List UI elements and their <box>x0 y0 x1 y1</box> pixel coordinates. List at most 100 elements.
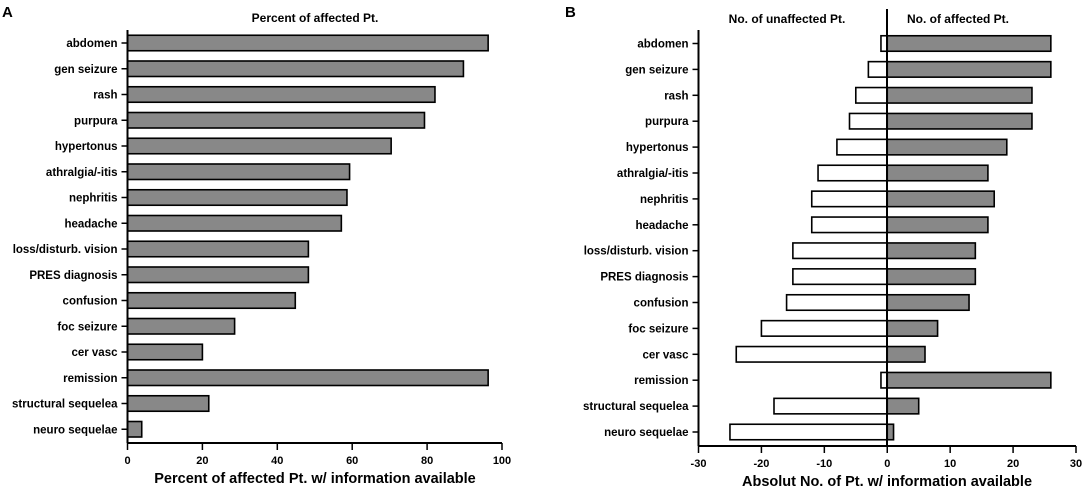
bar-a-rash <box>126 85 436 104</box>
x-tick-label-b-2: -10 <box>816 458 832 470</box>
category-label-a-headache: headache <box>64 218 117 230</box>
category-label-b-remission: remission <box>634 375 688 387</box>
bar-b-unaffected-purpura <box>848 112 889 130</box>
bar-b-affected-loss-disturb-vision <box>886 242 977 260</box>
bar-a-hypertonus <box>126 137 392 155</box>
panel-a-label: A <box>2 4 13 21</box>
panel-a: A Percent of affected Pt. abdomen gen sei… <box>2 4 511 487</box>
bar-a-neuro-sequelae <box>126 420 143 438</box>
x-tick-label-a-1: 20 <box>196 455 208 467</box>
bar-b-affected-athralgia-itis <box>886 164 989 182</box>
bar-a-loss-disturb-vision <box>126 240 310 258</box>
category-label-b-gen-seizure: gen seizure <box>625 64 688 76</box>
category-label-a-gen-seizure: gen seizure <box>54 64 117 76</box>
category-label-b-headache: headache <box>635 220 688 232</box>
category-label-b-loss-disturb-vision: loss/disturb. vision <box>584 246 689 258</box>
x-tick-label-b-1: -20 <box>753 458 769 470</box>
category-label-a-nephritis: nephritis <box>69 193 118 205</box>
category-label-a-structural-sequelea: structural sequelea <box>12 399 118 411</box>
category-label-a-hypertonus: hypertonus <box>55 141 118 153</box>
bar-b-affected-hypertonus <box>886 138 1008 156</box>
category-label-a-athralgia-itis: athralgia/-itis <box>46 167 118 179</box>
category-label-a-purpura: purpura <box>74 115 118 127</box>
x-tick-label-a-0: 0 <box>124 455 130 467</box>
category-label-b-athralgia-itis: athralgia/-itis <box>617 168 689 180</box>
bar-b-unaffected-foc-seizure <box>760 319 889 337</box>
bar-a-purpura <box>126 111 426 129</box>
bar-b-unaffected-athralgia-itis <box>817 164 889 182</box>
category-label-a-neuro-sequelae: neuro sequelae <box>33 424 117 436</box>
x-tick-label-b-6: 30 <box>1070 458 1082 470</box>
category-label-b-nephritis: nephritis <box>640 194 689 206</box>
panel-b-x-label: Absolut No. of Pt. w/ information availa… <box>742 474 1032 490</box>
category-label-b-purpura: purpura <box>645 116 689 128</box>
category-label-a-loss-disturb-vision: loss/disturb. vision <box>13 244 118 256</box>
bar-b-unaffected-headache <box>810 216 889 234</box>
bar-b-unaffected-cer-vasc <box>735 345 889 363</box>
bar-b-affected-pres-diagnosis <box>886 268 977 286</box>
panel-a-x-ticks: 0 20 40 60 80 100 <box>124 443 511 467</box>
panel-b-title-left: No. of unaffected Pt. <box>729 12 846 26</box>
bar-b-affected-structural-sequelea <box>886 397 920 415</box>
category-label-a-cer-vasc: cer vasc <box>71 347 118 359</box>
x-tick-label-b-0: -30 <box>691 458 707 470</box>
bar-b-affected-nephritis <box>886 190 996 208</box>
panel-b-label: B <box>565 4 576 21</box>
panel-b-category-labels: abdomen gen seizure rash purpura hypertonus a… <box>583 39 699 439</box>
panel-b: B No. of unaffected Pt. No. of affected … <box>565 4 1082 490</box>
bar-a-athralgia-itis <box>126 163 351 181</box>
bar-b-affected-headache <box>886 216 989 234</box>
x-tick-label-a-3: 60 <box>346 455 358 467</box>
panel-a-category-labels: abdomen gen seizure rash purpura hypertonus a… <box>12 38 128 436</box>
bar-b-unaffected-structural-sequelea <box>773 397 889 415</box>
category-label-b-rash: rash <box>664 90 688 102</box>
category-label-b-confusion: confusion <box>634 298 689 310</box>
bar-a-headache <box>126 214 343 232</box>
category-label-b-abdomen: abdomen <box>637 39 688 51</box>
bar-b-affected-purpura <box>886 112 1033 130</box>
bar-b-affected-remission <box>886 371 1052 389</box>
category-label-a-confusion: confusion <box>63 296 118 308</box>
x-tick-label-a-2: 40 <box>271 455 283 467</box>
bar-b-unaffected-hypertonus <box>836 138 889 156</box>
bar-b-unaffected-loss-disturb-vision <box>792 242 889 260</box>
bar-b-affected-cer-vasc <box>886 345 926 363</box>
bar-b-unaffected-gen-seizure <box>867 60 889 78</box>
bar-b-affected-neuro-sequelae <box>886 423 895 441</box>
bar-b-unaffected-nephritis <box>810 190 889 208</box>
bar-a-gen-seizure <box>126 60 465 78</box>
category-label-b-foc-seizure: foc seizure <box>628 323 688 335</box>
x-tick-label-a-4: 80 <box>421 455 433 467</box>
bar-a-pres-diagnosis <box>126 266 310 284</box>
panel-a-title: Percent of affected Pt. <box>252 11 379 25</box>
bar-a-structural-sequelea <box>126 394 210 413</box>
bar-b-unaffected-neuro-sequelae <box>729 423 889 441</box>
bar-b-affected-abdomen <box>886 34 1052 53</box>
bar-b-affected-confusion <box>886 293 970 312</box>
category-label-b-structural-sequelea: structural sequelea <box>583 401 689 413</box>
bar-a-remission <box>126 369 489 387</box>
category-label-b-pres-diagnosis: PRES diagnosis <box>600 272 688 284</box>
bar-b-unaffected-pres-diagnosis <box>792 268 889 286</box>
bar-a-cer-vasc <box>126 343 204 361</box>
category-label-a-remission: remission <box>63 373 117 385</box>
category-label-a-abdomen: abdomen <box>66 38 117 50</box>
panel-b-bars <box>729 34 1052 441</box>
x-tick-label-b-5: 20 <box>1007 458 1019 470</box>
category-label-a-rash: rash <box>93 90 117 102</box>
panel-b-title-right: No. of affected Pt. <box>907 12 1009 26</box>
bar-a-foc-seizure <box>126 317 236 335</box>
bar-a-abdomen <box>126 34 489 52</box>
bar-b-affected-foc-seizure <box>886 319 939 337</box>
bar-a-confusion <box>126 291 297 310</box>
category-label-a-pres-diagnosis: PRES diagnosis <box>29 270 117 282</box>
category-label-b-cer-vasc: cer vasc <box>642 349 689 361</box>
bar-b-affected-gen-seizure <box>886 60 1052 78</box>
panel-b-x-ticks: -30 -20 -10 0 10 20 30 <box>691 446 1082 470</box>
category-label-a-foc-seizure: foc seizure <box>57 321 117 333</box>
x-tick-label-b-3: 0 <box>884 458 890 470</box>
bar-a-nephritis <box>126 188 348 207</box>
category-label-b-hypertonus: hypertonus <box>626 142 689 154</box>
panel-a-bars <box>126 34 489 438</box>
